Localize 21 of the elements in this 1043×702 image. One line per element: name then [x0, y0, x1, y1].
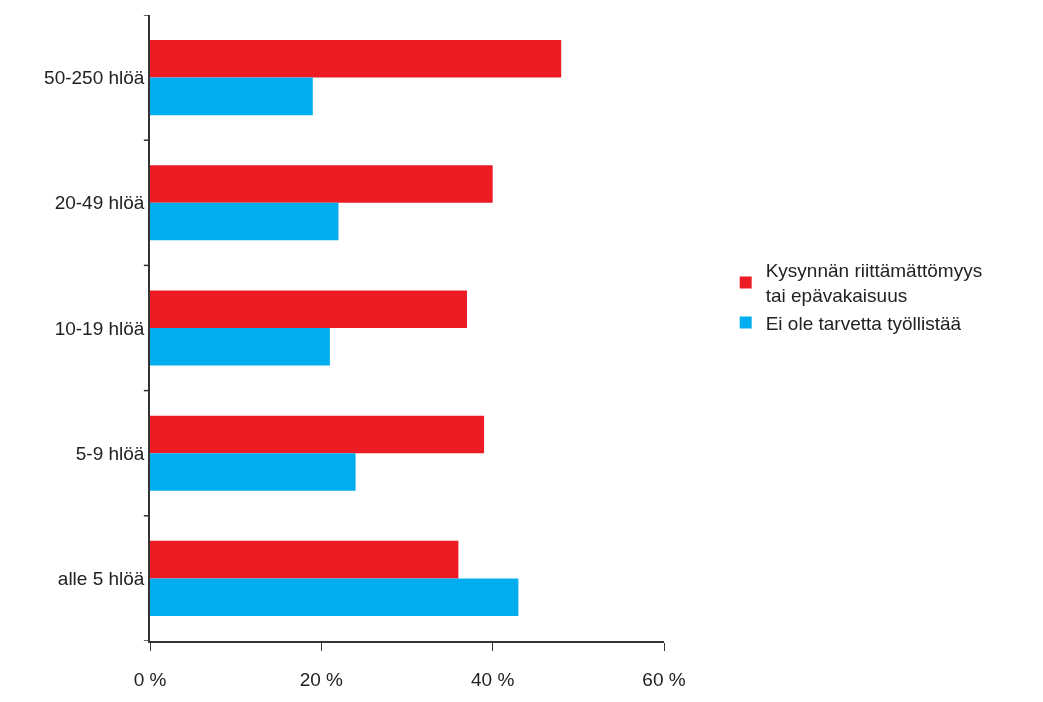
x-tick-label: 20 %: [299, 668, 344, 690]
bar: [150, 77, 313, 116]
y-tick-label: 20-49 hlöä: [54, 192, 145, 214]
y-tick-label: 50-250 hlöä: [44, 67, 145, 89]
bar: [150, 290, 467, 328]
bar: [150, 165, 493, 203]
y-tick-label: 5-9 hlöä: [75, 442, 145, 464]
bar: [150, 540, 459, 579]
x-tick-label: 0 %: [133, 668, 167, 690]
bar: [150, 202, 339, 241]
legend-label: Kysynnän riittämättömyys tai epävakaisuus: [765, 260, 983, 307]
y-tick-label: 10-19 hlöä: [54, 317, 145, 339]
bar: [150, 40, 562, 78]
bar: [150, 578, 519, 616]
bar: [150, 453, 356, 491]
bar: [150, 328, 330, 366]
x-tick-label: 60 %: [642, 668, 686, 690]
bar: [150, 415, 485, 454]
y-tick-label: alle 5 hlöä: [57, 568, 145, 590]
legend-label: Ei ole tarvetta työllistää: [765, 312, 962, 334]
x-tick-label: 40 %: [471, 668, 515, 690]
